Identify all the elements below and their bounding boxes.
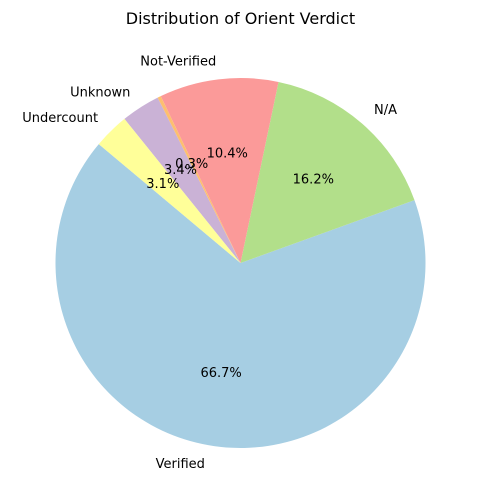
pie-slice-verified (55, 144, 426, 448)
labels-layer: 66.7% Verified 16.2% N/A 10.4% Not-Verified 0.… (22, 54, 397, 471)
slice-percent-label: 10.4% (207, 146, 248, 161)
slice-percent-label: 3.4% (164, 163, 197, 178)
slice-category-label: Unknown (70, 85, 130, 100)
pie-slice-undercount (98, 118, 241, 264)
pie-slice-n-a (240, 81, 415, 263)
slice-category-label: Verified (156, 457, 205, 472)
chart-title: Distribution of Orient Verdict (126, 9, 355, 28)
slice-percent-label: 3.1% (146, 177, 179, 192)
slice-percent-label: 16.2% (293, 173, 334, 188)
pie-slice-unlabeled (157, 96, 241, 263)
pie-slice-unknown (124, 97, 241, 264)
slice-category-label: Undercount (22, 111, 98, 126)
slice-category-label: Not-Verified (140, 54, 216, 69)
slice-percent-label: 0.3% (175, 157, 208, 172)
slice-percent-label: 66.7% (200, 366, 241, 381)
pie-slice-not-verified (160, 78, 279, 264)
slices-layer (55, 78, 426, 448)
slice-category-label: N/A (374, 103, 397, 118)
